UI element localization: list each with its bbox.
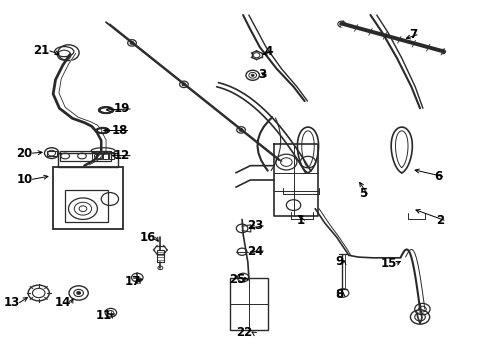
Text: 20: 20 [16,147,32,159]
Circle shape [251,74,254,76]
Text: 23: 23 [246,219,263,233]
Bar [91,152,96,159]
Circle shape [48,150,56,156]
Text: 7: 7 [408,28,416,41]
Bar [103,152,108,159]
Bar [60,150,111,161]
Text: 11: 11 [96,309,112,322]
Circle shape [130,41,134,44]
Text: 13: 13 [3,296,20,309]
Text: 18: 18 [111,124,127,137]
Circle shape [239,129,243,131]
Text: 9: 9 [335,255,344,268]
Bar [58,153,118,167]
Text: 1: 1 [296,214,304,227]
Text: 5: 5 [358,187,366,200]
Text: 8: 8 [334,288,343,301]
Text: 16: 16 [139,231,155,244]
Circle shape [182,83,185,86]
Bar [97,152,102,159]
Text: 12: 12 [114,149,130,162]
Circle shape [77,292,81,294]
Text: 4: 4 [264,45,272,58]
Text: 24: 24 [246,244,263,257]
Bar [47,150,57,156]
Text: 6: 6 [433,170,442,183]
Text: 22: 22 [236,326,252,339]
Bar [229,278,267,330]
Text: 2: 2 [435,214,443,227]
Bar [53,167,122,229]
Text: 15: 15 [380,257,396,270]
Text: 3: 3 [258,68,265,81]
Text: 10: 10 [16,173,32,186]
Text: 19: 19 [114,103,130,116]
Bar [109,152,114,159]
Text: 25: 25 [229,273,245,286]
Text: 21: 21 [34,44,50,57]
Circle shape [79,206,87,212]
Text: 17: 17 [124,275,141,288]
Bar [65,190,108,222]
Bar [156,250,164,262]
Text: 14: 14 [55,296,71,309]
